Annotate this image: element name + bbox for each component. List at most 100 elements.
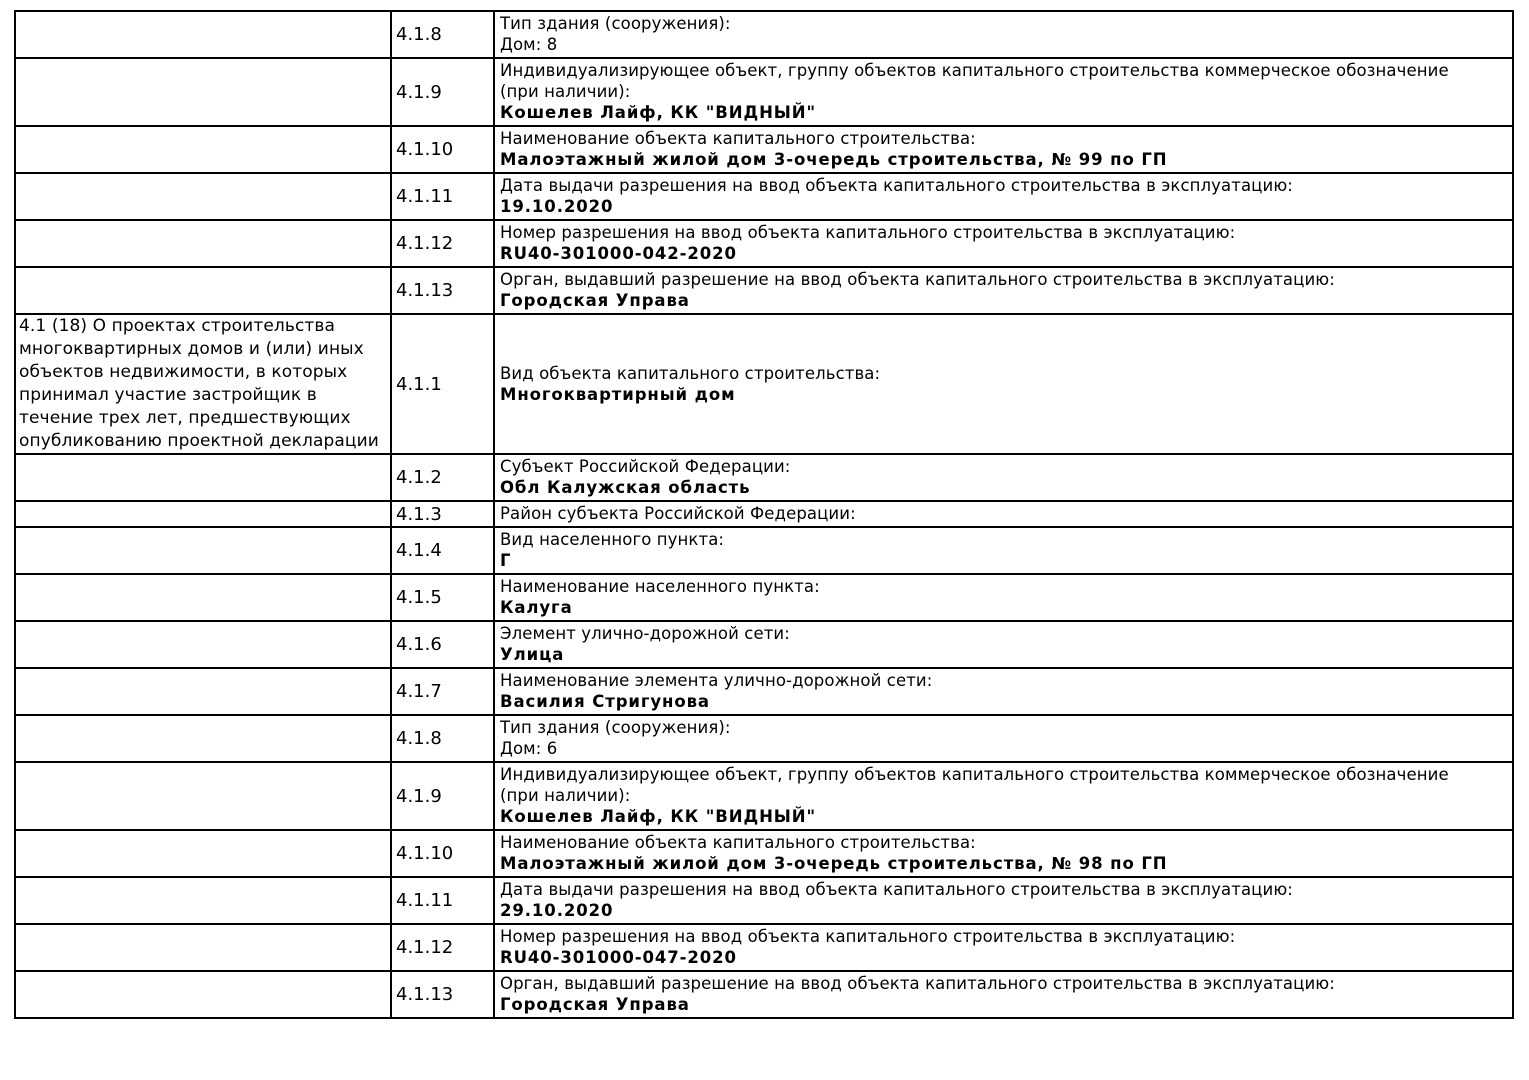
item-number: 4.1.13 (390, 970, 495, 1019)
table-row: 4.1 (18) О проектах строительства многок… (14, 313, 1514, 455)
field-value: 19.10.2020 (500, 197, 614, 216)
field-label: Вид населенного пункта: (500, 530, 725, 549)
row-content-cell: Дата выдачи разрешения на ввод объекта к… (493, 172, 1514, 221)
section-cell (14, 266, 392, 315)
item-number: 4.1.8 (390, 10, 495, 59)
section-cell (14, 714, 392, 763)
field-label: Орган, выдавший разрешение на ввод объек… (500, 974, 1335, 993)
section-cell (14, 125, 392, 174)
section-cell (14, 526, 392, 575)
field-value: 29.10.2020 (500, 901, 614, 920)
table-row: 4.1.10 Наименование объекта капитального… (14, 125, 1514, 174)
table-row: 4.1.10 Наименование объекта капитального… (14, 829, 1514, 878)
row-content-cell: Вид объекта капитального строительства: … (493, 313, 1514, 455)
section-cell (14, 172, 392, 221)
row-content-cell: Индивидуализирующее объект, группу объек… (493, 57, 1514, 127)
section-cell (14, 970, 392, 1019)
field-label: Вид объекта капитального строительства: (500, 363, 881, 383)
field-label: Субъект Российской Федерации: (500, 457, 791, 476)
field-label: Наименование объекта капитального строит… (500, 129, 976, 148)
field-label: Район субъекта Российской Федерации: (500, 504, 856, 523)
field-label: Номер разрешения на ввод объекта капитал… (500, 223, 1236, 242)
table-row: 4.1.12 Номер разрешения на ввод объекта … (14, 923, 1514, 972)
field-value: Калуга (500, 598, 573, 617)
row-content-cell: Номер разрешения на ввод объекта капитал… (493, 923, 1514, 972)
section-cell (14, 500, 392, 528)
table-row: 4.1.12 Номер разрешения на ввод объекта … (14, 219, 1514, 268)
field-value: Кошелев Лайф, КК "ВИДНЫЙ" (500, 807, 816, 826)
row-content-cell: Тип здания (сооружения): Дом: 6 (493, 714, 1514, 763)
row-content-cell: Индивидуализирующее объект, группу объек… (493, 761, 1514, 831)
field-label: Наименование объекта капитального строит… (500, 833, 976, 852)
item-number: 4.1.1 (390, 313, 495, 455)
field-label: Наименование населенного пункта: (500, 577, 820, 596)
table-row: 4.1.7 Наименование элемента улично-дорож… (14, 667, 1514, 716)
item-number: 4.1.2 (390, 453, 495, 502)
item-number: 4.1.11 (390, 172, 495, 221)
section-cell (14, 10, 392, 59)
section-41-18-cell: 4.1 (18) О проектах строительства многок… (14, 313, 392, 455)
row-content-cell: Тип здания (сооружения): Дом: 8 (493, 10, 1514, 59)
row-content-cell: Номер разрешения на ввод объекта капитал… (493, 219, 1514, 268)
item-number: 4.1.11 (390, 876, 495, 925)
field-value: Кошелев Лайф, КК "ВИДНЫЙ" (500, 103, 816, 122)
document-page: 4.1.8 Тип здания (сооружения): Дом: 8 4.… (14, 10, 1514, 1019)
item-number: 4.1.5 (390, 573, 495, 622)
project-declaration-table: 4.1.8 Тип здания (сооружения): Дом: 8 4.… (14, 10, 1514, 1019)
table-row: 4.1.13 Орган, выдавший разрешение на вво… (14, 266, 1514, 315)
field-value: Улица (500, 645, 565, 664)
section-cell (14, 923, 392, 972)
item-number: 4.1.9 (390, 57, 495, 127)
table-row: 4.1.9 Индивидуализирующее объект, группу… (14, 57, 1514, 127)
section-cell (14, 573, 392, 622)
row-content-cell: Наименование элемента улично-дорожной се… (493, 667, 1514, 716)
row-content-cell: Наименование объекта капитального строит… (493, 829, 1514, 878)
table-row: 4.1.13 Орган, выдавший разрешение на вво… (14, 970, 1514, 1019)
section-cell (14, 876, 392, 925)
row-content-cell: Субъект Российской Федерации: Обл Калужс… (493, 453, 1514, 502)
field-value: Многоквартирный дом (500, 384, 736, 404)
field-value: Малоэтажный жилой дом 3-очередь строител… (500, 854, 1168, 873)
item-number: 4.1.6 (390, 620, 495, 669)
field-value: Обл Калужская область (500, 478, 751, 497)
item-number: 4.1.3 (390, 500, 495, 528)
item-number: 4.1.9 (390, 761, 495, 831)
table-row: 4.1.11 Дата выдачи разрешения на ввод об… (14, 172, 1514, 221)
field-value: RU40-301000-047-2020 (500, 948, 737, 967)
table-row: 4.1.8 Тип здания (сооружения): Дом: 8 (14, 10, 1514, 59)
row-content-cell: Орган, выдавший разрешение на ввод объек… (493, 266, 1514, 315)
section-cell (14, 57, 392, 127)
field-value: Малоэтажный жилой дом 3-очередь строител… (500, 150, 1168, 169)
row-content-cell: Наименование населенного пункта: Калуга (493, 573, 1514, 622)
field-value: Городская Управа (500, 995, 690, 1014)
field-value: RU40-301000-042-2020 (500, 244, 737, 263)
field-label: Номер разрешения на ввод объекта капитал… (500, 927, 1236, 946)
field-label: Орган, выдавший разрешение на ввод объек… (500, 270, 1335, 289)
field-label: Дата выдачи разрешения на ввод объекта к… (500, 880, 1293, 899)
field-value: Василия Стригунова (500, 692, 710, 711)
row-content-cell: Дата выдачи разрешения на ввод объекта к… (493, 876, 1514, 925)
table-row: 4.1.6 Элемент улично-дорожной сети: Улиц… (14, 620, 1514, 669)
item-number: 4.1.7 (390, 667, 495, 716)
table-row: 4.1.3 Район субъекта Российской Федераци… (14, 500, 1514, 528)
section-cell (14, 761, 392, 831)
section-cell (14, 667, 392, 716)
field-label: Индивидуализирующее объект, группу объек… (500, 61, 1449, 101)
section-cell (14, 620, 392, 669)
table-row: 4.1.8 Тип здания (сооружения): Дом: 6 (14, 714, 1514, 763)
table-row: 4.1.9 Индивидуализирующее объект, группу… (14, 761, 1514, 831)
row-content-cell: Орган, выдавший разрешение на ввод объек… (493, 970, 1514, 1019)
table-row: 4.1.5 Наименование населенного пункта: К… (14, 573, 1514, 622)
item-number: 4.1.8 (390, 714, 495, 763)
field-value: Дом: 8 (500, 35, 558, 54)
section-cell (14, 219, 392, 268)
table-row: 4.1.11 Дата выдачи разрешения на ввод об… (14, 876, 1514, 925)
row-content-cell: Наименование объекта капитального строит… (493, 125, 1514, 174)
row-content-cell: Элемент улично-дорожной сети: Улица (493, 620, 1514, 669)
field-value: Г (500, 551, 512, 570)
field-label: Индивидуализирующее объект, группу объек… (500, 765, 1449, 805)
field-label: Тип здания (сооружения): (500, 718, 731, 737)
field-label: Тип здания (сооружения): (500, 14, 731, 33)
field-value: Городская Управа (500, 291, 690, 310)
section-cell (14, 829, 392, 878)
